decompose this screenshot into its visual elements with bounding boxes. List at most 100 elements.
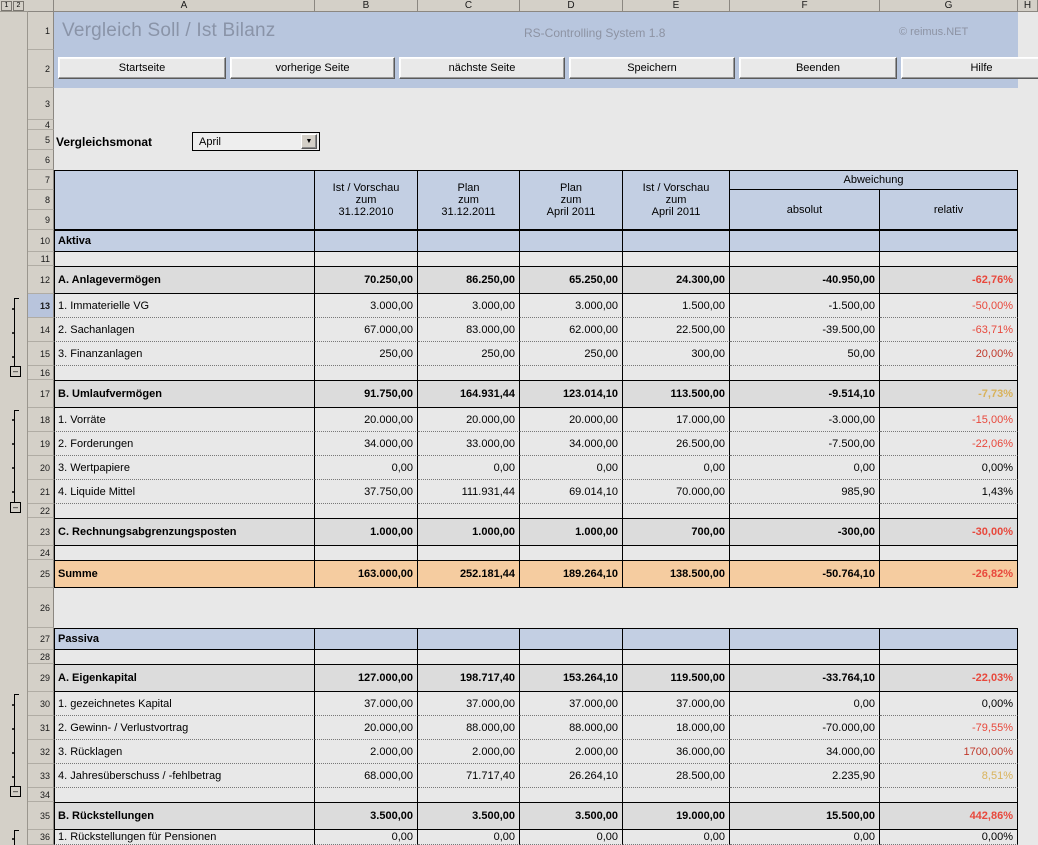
row-header-8[interactable]: 8 <box>28 190 54 210</box>
outline-level-1-button[interactable]: 1 <box>1 0 12 11</box>
naechste-seite-button[interactable]: nächste Seite <box>399 57 565 79</box>
value-b-cell[interactable]: 67.000,00 <box>315 318 418 342</box>
hilfe-button[interactable]: Hilfe <box>901 57 1038 79</box>
value-d-cell[interactable] <box>520 650 623 664</box>
value-c-cell[interactable]: 1.000,00 <box>418 518 520 546</box>
value-b-cell[interactable] <box>315 628 418 650</box>
deviation-absolute-cell[interactable] <box>730 366 880 380</box>
deviation-relative-cell[interactable] <box>880 788 1018 802</box>
value-b-cell[interactable]: 3.000,00 <box>315 294 418 318</box>
row-header-7[interactable]: 7 <box>28 170 54 190</box>
row-header-11[interactable]: 11 <box>28 252 54 266</box>
value-d-cell[interactable]: 1.000,00 <box>520 518 623 546</box>
row-header-14[interactable]: 14 <box>28 318 54 342</box>
value-d-cell[interactable] <box>520 504 623 518</box>
value-e-cell[interactable] <box>623 628 730 650</box>
deviation-absolute-cell[interactable]: 34.000,00 <box>730 740 880 764</box>
row-header-19[interactable]: 19 <box>28 432 54 456</box>
value-b-cell[interactable] <box>315 546 418 560</box>
deviation-absolute-cell[interactable]: 0,00 <box>730 830 880 845</box>
value-b-cell[interactable]: 127.000,00 <box>315 664 418 692</box>
vergleichsmonat-dropdown[interactable]: April ▼ <box>192 132 320 151</box>
row-label-cell[interactable]: 2. Forderungen <box>54 432 315 456</box>
value-e-cell[interactable] <box>623 546 730 560</box>
column-header-b[interactable]: B <box>315 0 418 12</box>
value-e-cell[interactable]: 70.000,00 <box>623 480 730 504</box>
value-e-cell[interactable] <box>623 788 730 802</box>
row-label-cell[interactable]: 2. Sachanlagen <box>54 318 315 342</box>
deviation-relative-cell[interactable]: 8,51% <box>880 764 1018 788</box>
row-header-32[interactable]: 32 <box>28 740 54 764</box>
row-label-cell[interactable]: Summe <box>54 560 315 588</box>
value-c-cell[interactable]: 37.000,00 <box>418 692 520 716</box>
value-e-cell[interactable] <box>623 252 730 266</box>
value-c-cell[interactable]: 20.000,00 <box>418 408 520 432</box>
deviation-relative-cell[interactable] <box>880 546 1018 560</box>
value-b-cell[interactable]: 0,00 <box>315 456 418 480</box>
deviation-relative-cell[interactable]: 0,00% <box>880 692 1018 716</box>
value-b-cell[interactable]: 91.750,00 <box>315 380 418 408</box>
deviation-relative-cell[interactable] <box>880 230 1018 252</box>
column-header-e[interactable]: E <box>623 0 730 12</box>
row-label-cell[interactable]: 3. Finanzanlagen <box>54 342 315 366</box>
row-label-cell[interactable]: Aktiva <box>54 230 315 252</box>
deviation-relative-cell[interactable]: -15,00% <box>880 408 1018 432</box>
row-header-26[interactable]: 26 <box>28 588 54 628</box>
value-d-cell[interactable]: 189.264,10 <box>520 560 623 588</box>
value-b-cell[interactable]: 1.000,00 <box>315 518 418 546</box>
value-c-cell[interactable]: 111.931,44 <box>418 480 520 504</box>
value-e-cell[interactable]: 37.000,00 <box>623 692 730 716</box>
row-header-5[interactable]: 5 <box>28 130 54 150</box>
row-label-cell[interactable]: B. Rückstellungen <box>54 802 315 830</box>
value-e-cell[interactable]: 24.300,00 <box>623 266 730 294</box>
row-label-cell[interactable]: Passiva <box>54 628 315 650</box>
deviation-absolute-cell[interactable]: -7.500,00 <box>730 432 880 456</box>
value-e-cell[interactable]: 26.500,00 <box>623 432 730 456</box>
deviation-absolute-cell[interactable]: 50,00 <box>730 342 880 366</box>
deviation-relative-cell[interactable] <box>880 366 1018 380</box>
row-header-15[interactable]: 15 <box>28 342 54 366</box>
value-b-cell[interactable]: 2.000,00 <box>315 740 418 764</box>
value-d-cell[interactable]: 37.000,00 <box>520 692 623 716</box>
value-c-cell[interactable] <box>418 650 520 664</box>
deviation-absolute-cell[interactable]: -3.000,00 <box>730 408 880 432</box>
value-e-cell[interactable] <box>623 504 730 518</box>
value-b-cell[interactable]: 68.000,00 <box>315 764 418 788</box>
value-e-cell[interactable] <box>623 230 730 252</box>
row-header-29[interactable]: 29 <box>28 664 54 692</box>
outline-level-2-button[interactable]: 2 <box>13 0 24 11</box>
row-header-23[interactable]: 23 <box>28 518 54 546</box>
deviation-relative-cell[interactable] <box>880 252 1018 266</box>
deviation-relative-cell[interactable]: 1700,00% <box>880 740 1018 764</box>
value-d-cell[interactable]: 3.500,00 <box>520 802 623 830</box>
row-label-cell[interactable]: C. Rechnungsabgrenzungsposten <box>54 518 315 546</box>
select-all-corner[interactable] <box>28 0 54 12</box>
value-c-cell[interactable] <box>418 788 520 802</box>
value-c-cell[interactable]: 33.000,00 <box>418 432 520 456</box>
value-e-cell[interactable]: 119.500,00 <box>623 664 730 692</box>
outline-group2-collapse-button[interactable]: – <box>10 502 21 513</box>
row-header-34[interactable]: 34 <box>28 788 54 802</box>
deviation-absolute-cell[interactable]: 0,00 <box>730 456 880 480</box>
row-header-1[interactable]: 1 <box>28 12 54 50</box>
value-b-cell[interactable]: 70.250,00 <box>315 266 418 294</box>
value-b-cell[interactable] <box>315 230 418 252</box>
deviation-relative-cell[interactable]: 0,00% <box>880 456 1018 480</box>
row-header-9[interactable]: 9 <box>28 210 54 230</box>
column-header-h[interactable]: H <box>1018 0 1038 12</box>
row-label-cell[interactable] <box>54 366 315 380</box>
value-c-cell[interactable] <box>418 628 520 650</box>
value-c-cell[interactable] <box>418 546 520 560</box>
value-b-cell[interactable] <box>315 366 418 380</box>
value-c-cell[interactable]: 252.181,44 <box>418 560 520 588</box>
row-header-18[interactable]: 18 <box>28 408 54 432</box>
deviation-absolute-cell[interactable]: 2.235,90 <box>730 764 880 788</box>
row-header-4[interactable]: 4 <box>28 120 54 130</box>
value-d-cell[interactable]: 34.000,00 <box>520 432 623 456</box>
value-c-cell[interactable] <box>418 366 520 380</box>
value-b-cell[interactable] <box>315 504 418 518</box>
deviation-relative-cell[interactable] <box>880 504 1018 518</box>
value-c-cell[interactable]: 2.000,00 <box>418 740 520 764</box>
value-d-cell[interactable] <box>520 546 623 560</box>
deviation-absolute-cell[interactable]: -300,00 <box>730 518 880 546</box>
